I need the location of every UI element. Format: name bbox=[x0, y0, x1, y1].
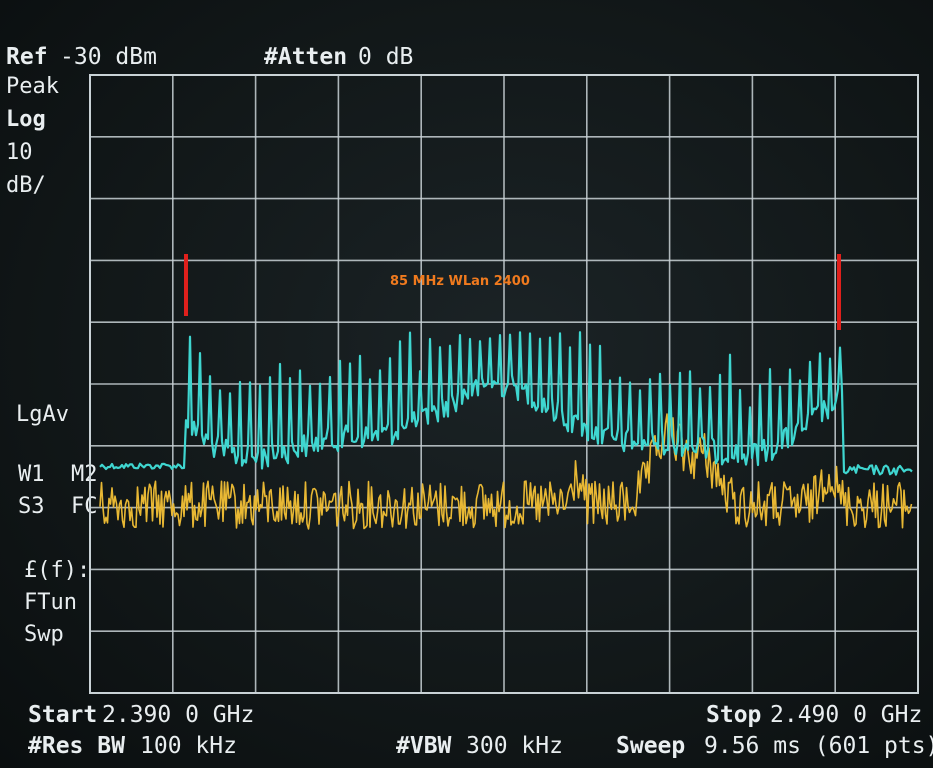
detector-label: Peak bbox=[6, 74, 59, 99]
sweep-value: 9.56 ms (601 pts) bbox=[704, 733, 933, 759]
ref-level-label: Ref bbox=[6, 44, 48, 70]
scale-unit-label: dB/ bbox=[6, 173, 46, 198]
vbw-value: 300 kHz bbox=[466, 733, 563, 759]
rbw-label: #Res BW bbox=[28, 733, 125, 759]
stop-freq-value: 2.490 0 GHz bbox=[770, 702, 923, 728]
trace-1-peak bbox=[99, 331, 913, 476]
graticule-grid bbox=[89, 74, 919, 694]
average-type-label: LgAv bbox=[16, 402, 69, 427]
scale-type-label: Log bbox=[6, 107, 46, 132]
stop-freq-label: Stop bbox=[706, 702, 762, 728]
trace-mode-line-2: S3 FC bbox=[18, 494, 98, 519]
start-freq-label: Start bbox=[28, 702, 98, 728]
trace-mode-line-1: W1 M2 bbox=[18, 462, 98, 487]
vbw-label: #VBW bbox=[396, 733, 452, 759]
sweep-label: Sweep bbox=[616, 733, 686, 759]
function-line-3: Swp bbox=[24, 622, 64, 647]
function-line-2: FTun bbox=[24, 590, 77, 615]
band-edge-marker-left bbox=[184, 254, 188, 316]
ref-level-value: -30 dBm bbox=[60, 44, 157, 70]
atten-value: 0 dB bbox=[358, 44, 414, 70]
trace-2-average bbox=[99, 413, 913, 530]
band-annotation: 85 MHz WLan 2400 bbox=[390, 274, 530, 289]
start-freq-value: 2.390 0 GHz bbox=[102, 702, 255, 728]
scale-value-label: 10 bbox=[6, 140, 33, 165]
rbw-value: 100 kHz bbox=[140, 733, 237, 759]
band-edge-marker-right bbox=[837, 254, 841, 330]
atten-label: #Atten bbox=[264, 44, 348, 70]
function-line-1: £(f): bbox=[24, 558, 91, 583]
